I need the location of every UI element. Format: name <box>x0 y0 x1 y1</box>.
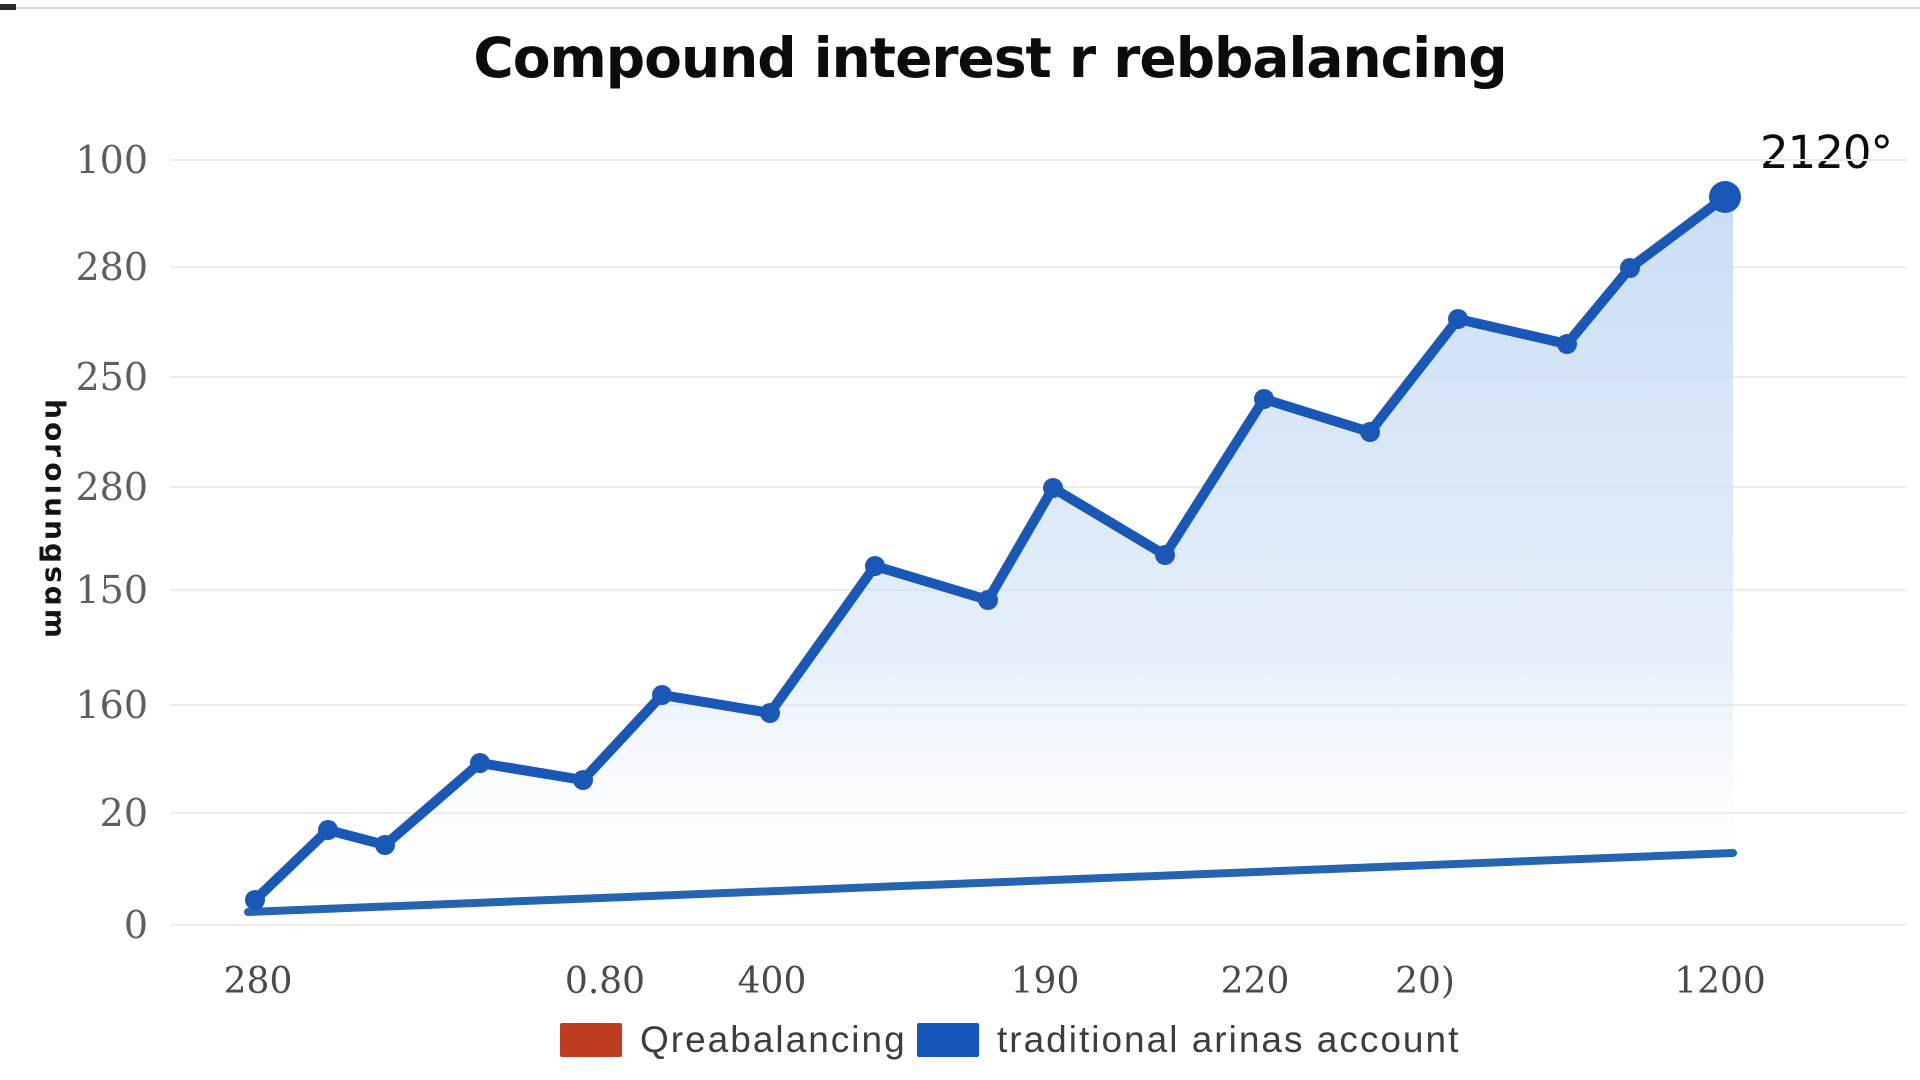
series-marker <box>470 753 490 773</box>
x-tick-label: 280 <box>223 961 293 1002</box>
y-tick-label: 280 <box>75 465 148 509</box>
x-tick-label: 190 <box>1010 961 1080 1002</box>
series-marker <box>978 590 998 610</box>
y-tick-label: 150 <box>75 568 148 612</box>
legend-label: Qreabalancing <box>640 1019 907 1060</box>
top-left-mark <box>0 4 16 10</box>
y-tick-label: 20 <box>99 791 148 835</box>
legend-item: Qreabalancing <box>560 1020 907 1060</box>
series-marker <box>1557 334 1577 354</box>
series-marker <box>1043 478 1063 498</box>
legend-item: traditional arinas account <box>917 1020 1460 1060</box>
baseline-series-line <box>244 849 1737 916</box>
series-marker <box>652 685 672 705</box>
legend-swatch <box>560 1023 622 1057</box>
x-tick-label: 0.80 <box>564 961 646 1002</box>
y-tick-label: 160 <box>75 683 148 727</box>
series-marker <box>1620 258 1640 278</box>
x-tick-label: 1200 <box>1674 961 1766 1002</box>
series-marker <box>318 820 338 840</box>
legend-label: traditional arinas account <box>997 1019 1461 1060</box>
series-marker <box>1155 545 1175 565</box>
chart-title: Compound interest r rebbalancing <box>473 26 1507 90</box>
series-marker <box>865 556 885 576</box>
legend: Qreabalancing traditional arinas account <box>0 1020 1920 1070</box>
y-tick-label: 0 <box>123 903 148 947</box>
value-annotation: 2120° <box>1760 126 1893 179</box>
series-marker <box>760 703 780 723</box>
y-tick-label: 280 <box>75 245 148 289</box>
series-marker <box>1254 389 1274 409</box>
series-marker <box>1448 309 1468 329</box>
x-tick-label: 220 <box>1220 961 1290 1002</box>
x-tick-label: 20) <box>1395 961 1455 1002</box>
y-tick-label: 250 <box>75 355 148 399</box>
series-marker <box>245 890 265 910</box>
series-marker <box>573 770 593 790</box>
legend-swatch <box>917 1023 979 1057</box>
series-endpoint-marker <box>1709 181 1741 213</box>
series-marker <box>375 835 395 855</box>
y-tick-label: 100 <box>75 138 148 182</box>
top-divider-line <box>0 7 1920 9</box>
series-marker <box>1360 422 1380 442</box>
area-fill <box>248 197 1733 912</box>
x-tick-label: 400 <box>737 961 807 1002</box>
